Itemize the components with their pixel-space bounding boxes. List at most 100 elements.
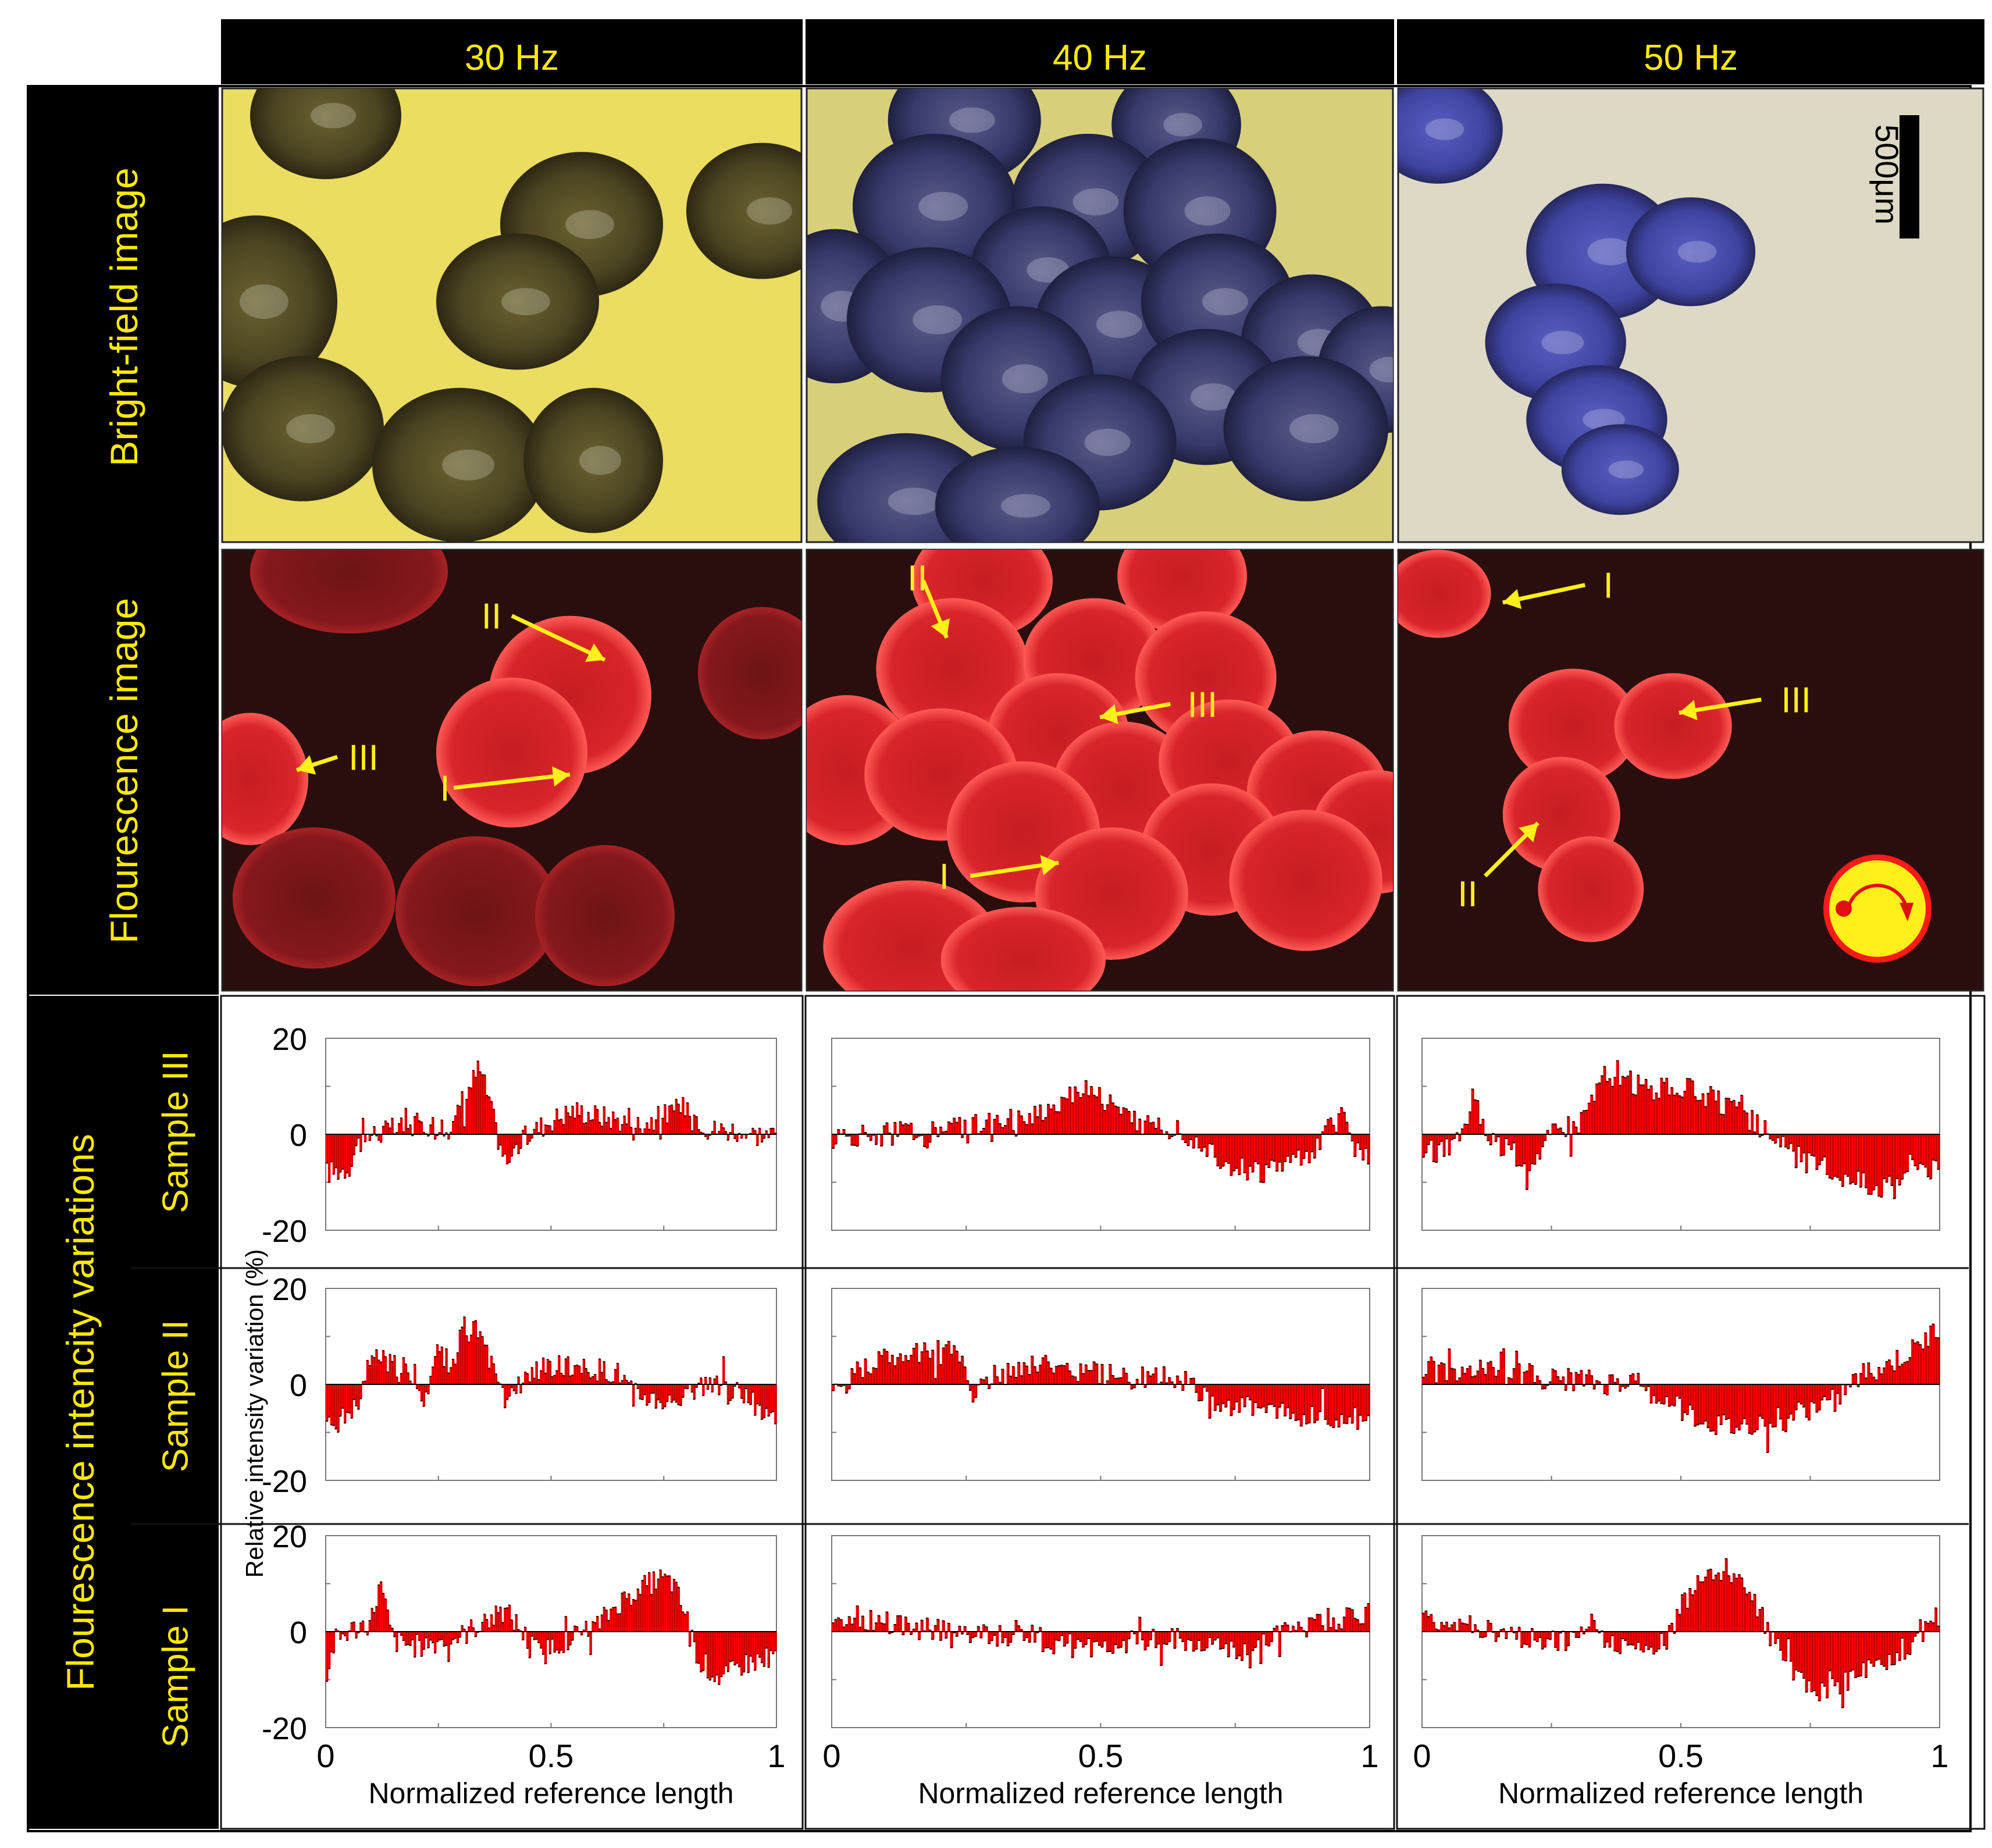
data-bar — [587, 1372, 590, 1384]
data-bar — [1364, 1384, 1367, 1421]
data-bar — [733, 1384, 736, 1387]
data-bar-shade — [1540, 1134, 1541, 1159]
data-bar — [409, 1632, 412, 1646]
data-bar — [1489, 1361, 1492, 1384]
data-bar — [918, 1362, 921, 1384]
data-bar-shade — [572, 1106, 574, 1134]
data-bar — [670, 1105, 673, 1134]
data-bar-shade — [1228, 1632, 1230, 1657]
data-bar-shade — [541, 1118, 542, 1134]
data-bar-shade — [757, 1384, 758, 1404]
data-bar — [1006, 1363, 1010, 1384]
data-bar — [1345, 1384, 1349, 1424]
data-bar — [1076, 1092, 1080, 1134]
data-bar — [996, 1115, 999, 1134]
data-bar-shade — [1793, 1384, 1795, 1420]
data-bar — [1256, 1632, 1260, 1640]
data-bar — [1758, 1134, 1762, 1137]
data-bar — [1246, 1632, 1249, 1655]
data-bar-shade — [1881, 1134, 1883, 1197]
data-bar-shade — [1156, 1368, 1157, 1384]
data-bar-shade — [1067, 1363, 1068, 1384]
data-bar-shade — [583, 1123, 585, 1134]
data-bar — [393, 1355, 396, 1384]
data-bar-shade — [1150, 1376, 1152, 1384]
data-bar-shade — [1124, 1368, 1125, 1384]
data-bar — [337, 1384, 340, 1433]
data-bar — [603, 1361, 606, 1384]
data-bar — [652, 1384, 655, 1393]
data-bar — [901, 1632, 905, 1635]
cell — [372, 387, 547, 542]
data-bar — [1901, 1134, 1904, 1180]
data-bar — [1487, 1134, 1490, 1141]
data-bar — [1006, 1632, 1010, 1646]
data-bar-shade — [1258, 1384, 1260, 1408]
data-bar-shade — [536, 1362, 538, 1384]
data-bar-shade — [1255, 1134, 1257, 1162]
data-bar — [544, 1373, 547, 1384]
data-bar — [357, 1384, 360, 1409]
data-bar — [432, 1632, 434, 1643]
data-bar — [1784, 1384, 1788, 1432]
data-bar — [925, 1618, 929, 1632]
data-bar-shade — [1220, 1384, 1222, 1412]
data-bar-shade — [1822, 1384, 1823, 1400]
data-bar-shade — [1296, 1384, 1298, 1420]
data-bar-shade — [636, 1128, 637, 1134]
data-bar — [643, 1128, 646, 1134]
data-bar — [490, 1615, 493, 1632]
data-bar-shade — [737, 1134, 739, 1142]
data-bar-shade — [637, 1117, 639, 1134]
data-bar-shade — [403, 1632, 405, 1641]
data-bar-shade — [1134, 1384, 1136, 1388]
data-bar — [928, 1134, 932, 1142]
data-bar-shade — [518, 1134, 520, 1153]
data-bar-shade — [1457, 1133, 1459, 1134]
data-bar-shade — [1212, 1632, 1214, 1644]
data-bar — [380, 1134, 383, 1142]
data-bar-shade — [484, 1075, 486, 1134]
row-label-sample-2-bg — [131, 1524, 219, 1829]
data-bar-shade — [871, 1374, 872, 1384]
data-bar — [654, 1384, 658, 1408]
data-bar — [492, 1625, 496, 1632]
data-bar-shade — [932, 1350, 934, 1384]
data-bar — [452, 1121, 455, 1134]
data-bar — [738, 1384, 741, 1388]
data-bar-shade — [523, 1383, 524, 1384]
data-bar — [690, 1131, 694, 1134]
data-bar — [850, 1134, 854, 1145]
data-bar-shade — [1780, 1384, 1782, 1419]
data-bar-shade — [1705, 1106, 1707, 1134]
data-bar — [499, 1607, 502, 1632]
data-bar — [875, 1623, 878, 1632]
data-bar — [436, 1134, 439, 1136]
data-bar — [872, 1368, 875, 1384]
data-bar-shade — [1116, 1378, 1117, 1384]
data-bar — [1631, 1094, 1635, 1134]
data-bar — [945, 1131, 948, 1134]
data-bar — [1551, 1124, 1555, 1134]
data-bar-shade — [1061, 1097, 1063, 1134]
marker-arrow-head — [1679, 700, 1698, 721]
data-bar-shade — [1118, 1632, 1120, 1648]
data-bar-shade — [622, 1124, 623, 1134]
data-bar-shade — [846, 1134, 848, 1137]
data-bar — [715, 1376, 718, 1384]
data-bar — [971, 1117, 975, 1134]
data-bar — [542, 1632, 545, 1654]
data-bar-shade — [1651, 1085, 1653, 1134]
data-bar — [1054, 1632, 1059, 1640]
data-bar — [1087, 1370, 1091, 1384]
data-bar — [1792, 1134, 1795, 1151]
data-bar-shade — [1796, 1134, 1798, 1168]
data-bar-shade — [719, 1131, 721, 1134]
data-bar — [1893, 1370, 1896, 1384]
data-bar — [1135, 1632, 1139, 1644]
data-bar — [1359, 1384, 1362, 1415]
data-bar-shade — [678, 1587, 680, 1632]
data-bar — [899, 1615, 902, 1632]
data-bar-shade — [1527, 1371, 1528, 1384]
data-bar-shade — [683, 1098, 685, 1134]
